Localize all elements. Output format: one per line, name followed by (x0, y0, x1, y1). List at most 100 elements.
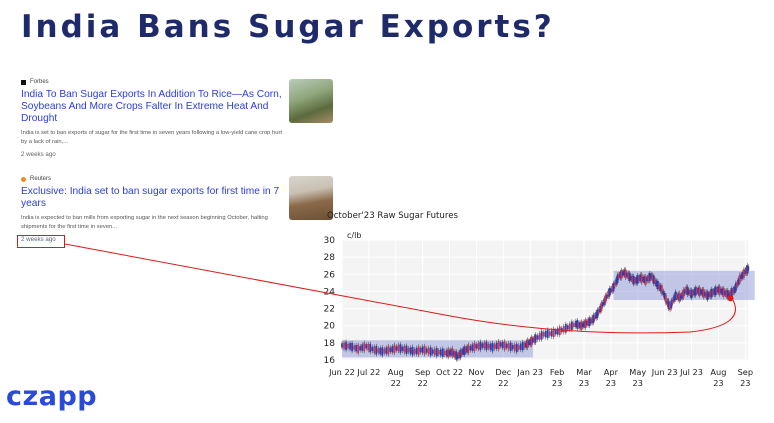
candle (682, 289, 685, 298)
candle (585, 321, 588, 326)
candle (439, 349, 442, 356)
candle (595, 312, 597, 319)
candle (581, 322, 584, 328)
candle (443, 350, 446, 356)
news-headline-link[interactable]: Exclusive: India set to ban sugar export… (21, 186, 280, 209)
candle (728, 292, 731, 297)
y-tick-label: 20 (324, 322, 336, 332)
candle (733, 286, 736, 293)
news-source-label: Reuters (30, 176, 52, 182)
candle (611, 285, 614, 293)
candle (737, 278, 740, 285)
candle (675, 294, 678, 299)
czapp-logo: czapp (6, 381, 98, 412)
news-headline-link[interactable]: India To Ban Sugar Exports In Addition T… (21, 89, 282, 124)
candle (744, 269, 747, 274)
candle (679, 295, 682, 300)
candle (685, 286, 688, 293)
forbes-icon (21, 79, 26, 85)
candle (624, 269, 627, 278)
candle (397, 344, 400, 352)
candle (720, 288, 723, 294)
candle (584, 319, 587, 328)
news-age: 2 weeks ago (21, 236, 56, 243)
candle (558, 326, 561, 336)
candle (646, 277, 649, 282)
candle (603, 298, 606, 305)
candle (458, 352, 460, 359)
candle (405, 345, 408, 354)
x-tick-label: 23 (740, 378, 750, 388)
candle (722, 288, 725, 297)
candle (726, 290, 729, 299)
candle (448, 350, 451, 355)
candle (608, 288, 611, 297)
candle (691, 291, 694, 296)
candle (473, 342, 476, 352)
candle (371, 346, 374, 351)
x-tick-label: Aug (388, 367, 404, 377)
news-thumbnail-image[interactable] (289, 79, 333, 123)
candle (701, 289, 704, 296)
y-tick-label: 16 (324, 356, 336, 366)
candle (460, 350, 463, 355)
candle (724, 290, 727, 296)
x-tick-label: 22 (417, 378, 427, 388)
candle (550, 330, 553, 337)
news-snippet: India is set to ban exports of sugar for… (21, 130, 282, 145)
candle (437, 350, 440, 355)
candle (463, 346, 466, 355)
candle (729, 290, 732, 297)
candle (627, 272, 630, 279)
candle (583, 321, 585, 328)
y-tick-label: 18 (324, 339, 336, 349)
candle (636, 275, 639, 284)
candle (417, 346, 420, 355)
candle (527, 340, 530, 345)
candle (479, 341, 482, 351)
candle (741, 271, 744, 279)
x-tick-label: Oct 22 (436, 367, 463, 377)
x-tick-label: Sep (738, 367, 753, 377)
candle (369, 343, 372, 353)
candle (409, 347, 412, 354)
candle (693, 289, 696, 296)
candle (708, 292, 710, 297)
candle (615, 278, 618, 285)
candle (562, 325, 565, 333)
candle (423, 345, 426, 355)
x-tick-label: Sep (415, 367, 430, 377)
candle (644, 276, 647, 285)
candle (471, 344, 474, 351)
annotation-dot (727, 295, 734, 302)
candle (353, 345, 355, 350)
x-tick-label: Jan 23 (516, 367, 543, 377)
candle (743, 269, 745, 278)
candle (393, 344, 396, 354)
candle (607, 290, 610, 298)
candle (552, 328, 555, 337)
candle (379, 347, 382, 355)
candle (499, 342, 502, 347)
candle (383, 348, 386, 354)
candle (604, 294, 607, 304)
x-tick-label: 22 (498, 378, 508, 388)
candle (449, 349, 452, 356)
candle (481, 343, 484, 348)
reuters-icon (21, 176, 26, 182)
x-tick-label: Mar (576, 367, 592, 377)
candle (385, 347, 388, 354)
candle (599, 305, 602, 313)
candle (721, 288, 724, 295)
candle (678, 292, 681, 302)
candle (628, 272, 631, 282)
x-tick-label: Jun 23 (651, 367, 678, 377)
candle (459, 349, 462, 359)
candle (533, 336, 536, 343)
candle (487, 344, 490, 349)
candle (395, 346, 398, 351)
candle (745, 267, 748, 274)
candle (570, 321, 573, 330)
news-thumbnail-image[interactable] (289, 176, 333, 220)
candle (538, 333, 541, 340)
